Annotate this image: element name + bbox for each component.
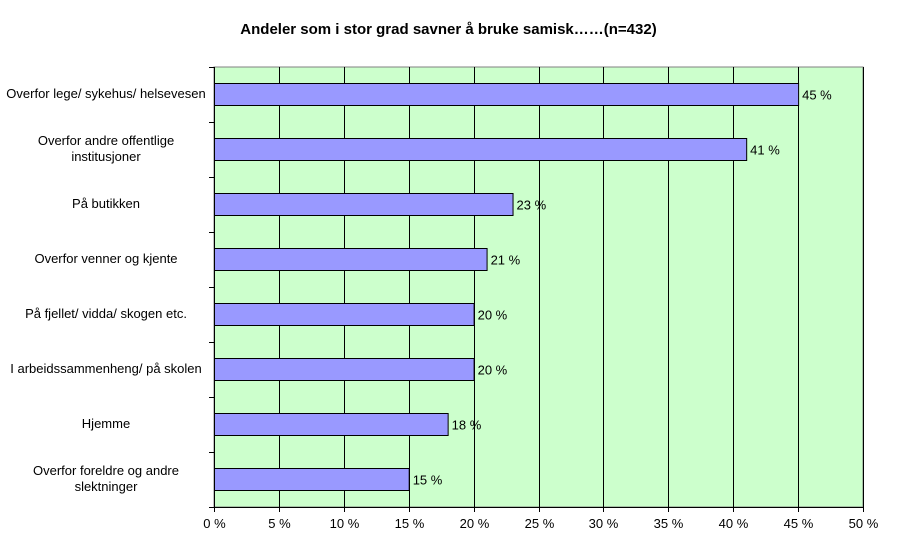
x-tick-label: 30 % xyxy=(589,516,619,531)
x-tick-label: 0 % xyxy=(203,516,226,531)
category-label: Overfor venner og kjente xyxy=(34,250,178,266)
data-label: 41 % xyxy=(750,143,780,158)
plot-area xyxy=(213,66,864,508)
category-label: Hjemme xyxy=(81,415,131,431)
x-tick-label: 15 % xyxy=(395,516,425,531)
data-label: 18 % xyxy=(452,418,482,433)
chart-title: Andeler som i stor grad savner å bruke s… xyxy=(240,21,657,38)
bar xyxy=(214,303,475,326)
data-label: 23 % xyxy=(517,198,547,213)
data-label: 20 % xyxy=(478,308,508,323)
x-tick-label: 20 % xyxy=(460,516,490,531)
category-label: På fjellet/ vidda/ skogen etc. xyxy=(25,305,187,321)
bar xyxy=(214,138,748,161)
bar xyxy=(214,83,800,106)
bar xyxy=(214,193,514,216)
category-label: På butikken xyxy=(72,195,140,211)
x-tick-label: 40 % xyxy=(719,516,749,531)
data-label: 20 % xyxy=(478,363,508,378)
category-label: I arbeidssammenheng/ på skolen xyxy=(10,360,202,376)
bar xyxy=(214,248,488,271)
bar xyxy=(214,413,449,436)
data-label: 15 % xyxy=(413,473,443,488)
x-tick-label: 45 % xyxy=(784,516,814,531)
x-tick-label: 5 % xyxy=(268,516,291,531)
bar xyxy=(214,358,475,381)
category-label: Overfor lege/ sykehus/ helsevesen xyxy=(6,85,206,101)
data-label: 45 % xyxy=(802,88,832,103)
x-tick-label: 25 % xyxy=(525,516,555,531)
category-label: Overfor andre offentlige institusjoner xyxy=(37,132,175,164)
x-tick-label: 10 % xyxy=(330,516,360,531)
x-tick-label: 50 % xyxy=(849,516,879,531)
data-label: 21 % xyxy=(491,253,521,268)
x-tick-label: 35 % xyxy=(654,516,684,531)
category-label: Overfor foreldre og andre slektninger xyxy=(33,462,179,494)
bar xyxy=(214,468,410,491)
